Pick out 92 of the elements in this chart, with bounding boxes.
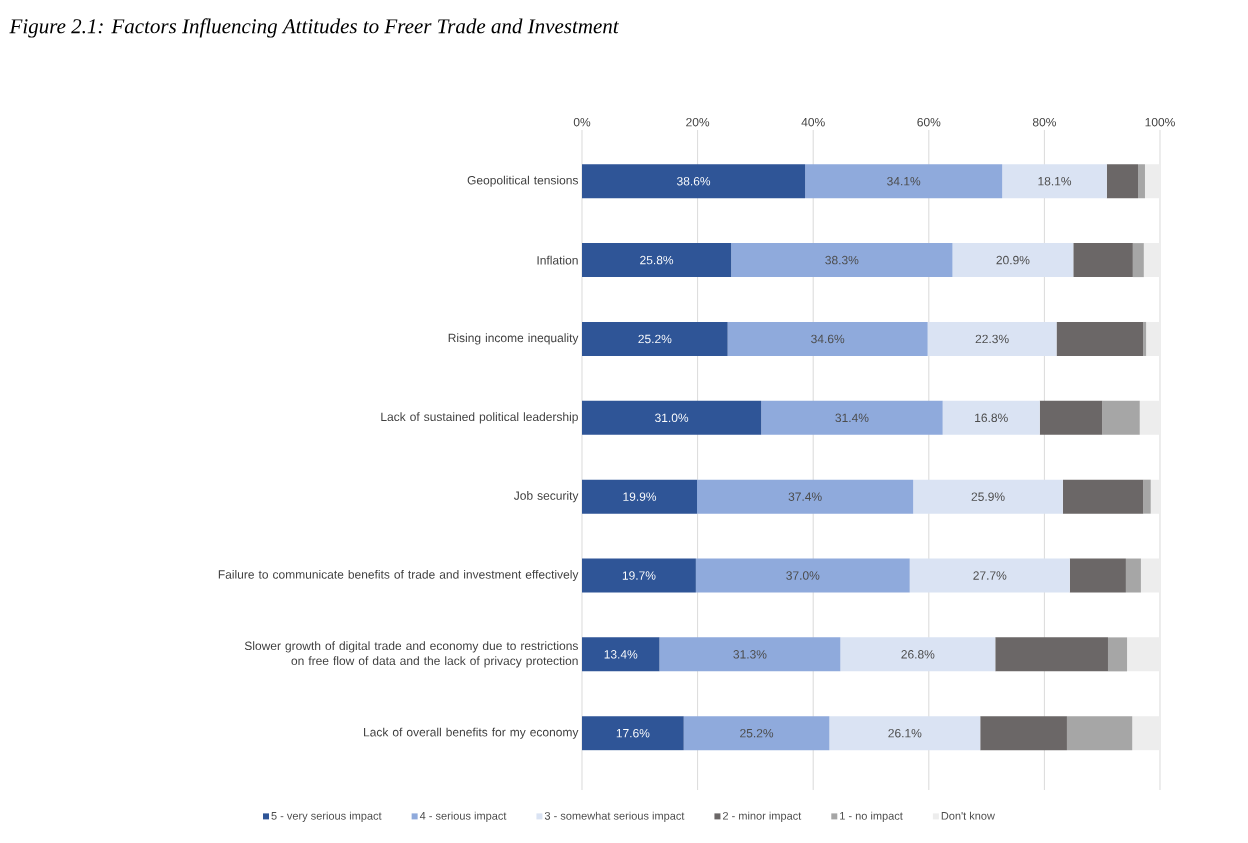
bar xyxy=(1146,321,1160,356)
y-tick-label: Lack of overall benefits for my economy xyxy=(364,727,579,739)
bar xyxy=(1139,400,1160,435)
data-label: 25.9% xyxy=(971,492,1005,501)
bar xyxy=(1066,716,1133,751)
bar xyxy=(727,321,928,356)
bar xyxy=(1002,164,1107,199)
bar xyxy=(582,400,762,435)
x-tick-label: 0% xyxy=(573,117,591,127)
bar xyxy=(1138,164,1145,199)
bar xyxy=(1062,479,1144,514)
y-tick-label: Inflation xyxy=(537,255,578,265)
bar xyxy=(761,400,943,435)
bar xyxy=(582,321,728,356)
legend-label: 3 - somewhat serious impact xyxy=(544,811,685,822)
data-label: 22.3% xyxy=(975,334,1009,344)
y-tick-label: Failure to communicate benefits of trade and investment effectively xyxy=(218,569,579,582)
bar xyxy=(980,716,1067,751)
x-tick-label: 20% xyxy=(686,117,710,127)
bar xyxy=(1143,479,1151,514)
bar xyxy=(1107,637,1128,672)
bar xyxy=(913,479,1063,514)
data-label: 19.7% xyxy=(622,571,656,580)
data-label: 26.8% xyxy=(901,650,935,659)
bar xyxy=(1143,243,1160,278)
bar xyxy=(695,558,910,593)
data-label: 19.9% xyxy=(623,492,657,501)
bar xyxy=(1132,243,1144,278)
bar xyxy=(927,321,1057,356)
data-label: 20.9% xyxy=(996,255,1030,265)
bar xyxy=(1039,400,1103,435)
bar xyxy=(995,637,1108,672)
data-label: 31.4% xyxy=(835,413,869,423)
data-label: 25.2% xyxy=(740,728,774,738)
bar xyxy=(1056,321,1144,356)
legend-label: 1 - no impact xyxy=(840,811,903,822)
legend-label: 5 - very serious impact xyxy=(271,811,382,822)
y-tick-label: Slower growth of digital trade and economy due to restrictions on free flow of data and the lack of privacy protection xyxy=(244,641,578,668)
x-tick-label: 100% xyxy=(1145,117,1175,127)
data-label: 16.8% xyxy=(975,413,1008,423)
x-tick-label: 80% xyxy=(1032,117,1056,127)
y-tick-label: Job security xyxy=(513,491,579,503)
data-label: 13.4% xyxy=(604,650,638,659)
bar xyxy=(1140,558,1160,593)
data-label: 17.6% xyxy=(616,728,650,738)
bar xyxy=(1069,558,1126,593)
bar xyxy=(1102,400,1140,435)
bar xyxy=(1073,243,1133,278)
bar xyxy=(582,716,684,751)
data-label: 34.6% xyxy=(811,334,845,344)
bar xyxy=(1125,558,1141,593)
x-tick-label: 60% xyxy=(917,117,941,127)
y-tick-label: Rising income inequality xyxy=(448,333,579,345)
bar xyxy=(582,637,660,672)
y-tick-label: Lack of sustained political leadership xyxy=(381,412,578,424)
bar xyxy=(805,164,1003,199)
bar xyxy=(582,479,698,514)
bar xyxy=(582,164,806,199)
bar xyxy=(909,558,1070,593)
data-label: 26.1% xyxy=(888,728,922,738)
data-label: 37.0% xyxy=(786,571,820,580)
y-tick-label: Geopolitical tensions xyxy=(467,175,578,187)
legend-label: Don't know xyxy=(941,811,995,820)
bar xyxy=(582,243,732,278)
data-label: 27.7% xyxy=(973,571,1007,580)
bar xyxy=(1143,321,1147,356)
bar xyxy=(840,637,996,672)
bar xyxy=(829,716,981,751)
bar xyxy=(582,558,696,593)
bar xyxy=(1144,164,1160,199)
data-label: 34.1% xyxy=(887,177,921,186)
bar xyxy=(683,716,830,751)
data-label: 38.6% xyxy=(677,177,711,186)
x-tick-label: 40% xyxy=(801,117,825,127)
data-label: 25.2% xyxy=(638,334,672,344)
data-label: 31.0% xyxy=(655,413,689,423)
bar xyxy=(942,400,1040,435)
legend-label: 4 - serious impact xyxy=(419,811,507,822)
data-label: 25.8% xyxy=(640,255,674,265)
bar xyxy=(731,243,953,278)
data-label: 38.3% xyxy=(825,255,859,265)
bar xyxy=(1132,716,1160,751)
bar xyxy=(697,479,914,514)
data-label: 31.3% xyxy=(733,650,767,659)
bar xyxy=(659,637,841,672)
text: Figure 2.1: Factors Influencing Attitudes to Freer Trade and Investment xyxy=(9,18,620,38)
legend-label: 2 - minor impact xyxy=(722,811,802,822)
data-label: 18.1% xyxy=(1038,177,1072,186)
bar xyxy=(1127,637,1160,672)
bar xyxy=(952,243,1074,278)
bar xyxy=(1106,164,1139,199)
data-label: 37.4% xyxy=(788,492,822,501)
